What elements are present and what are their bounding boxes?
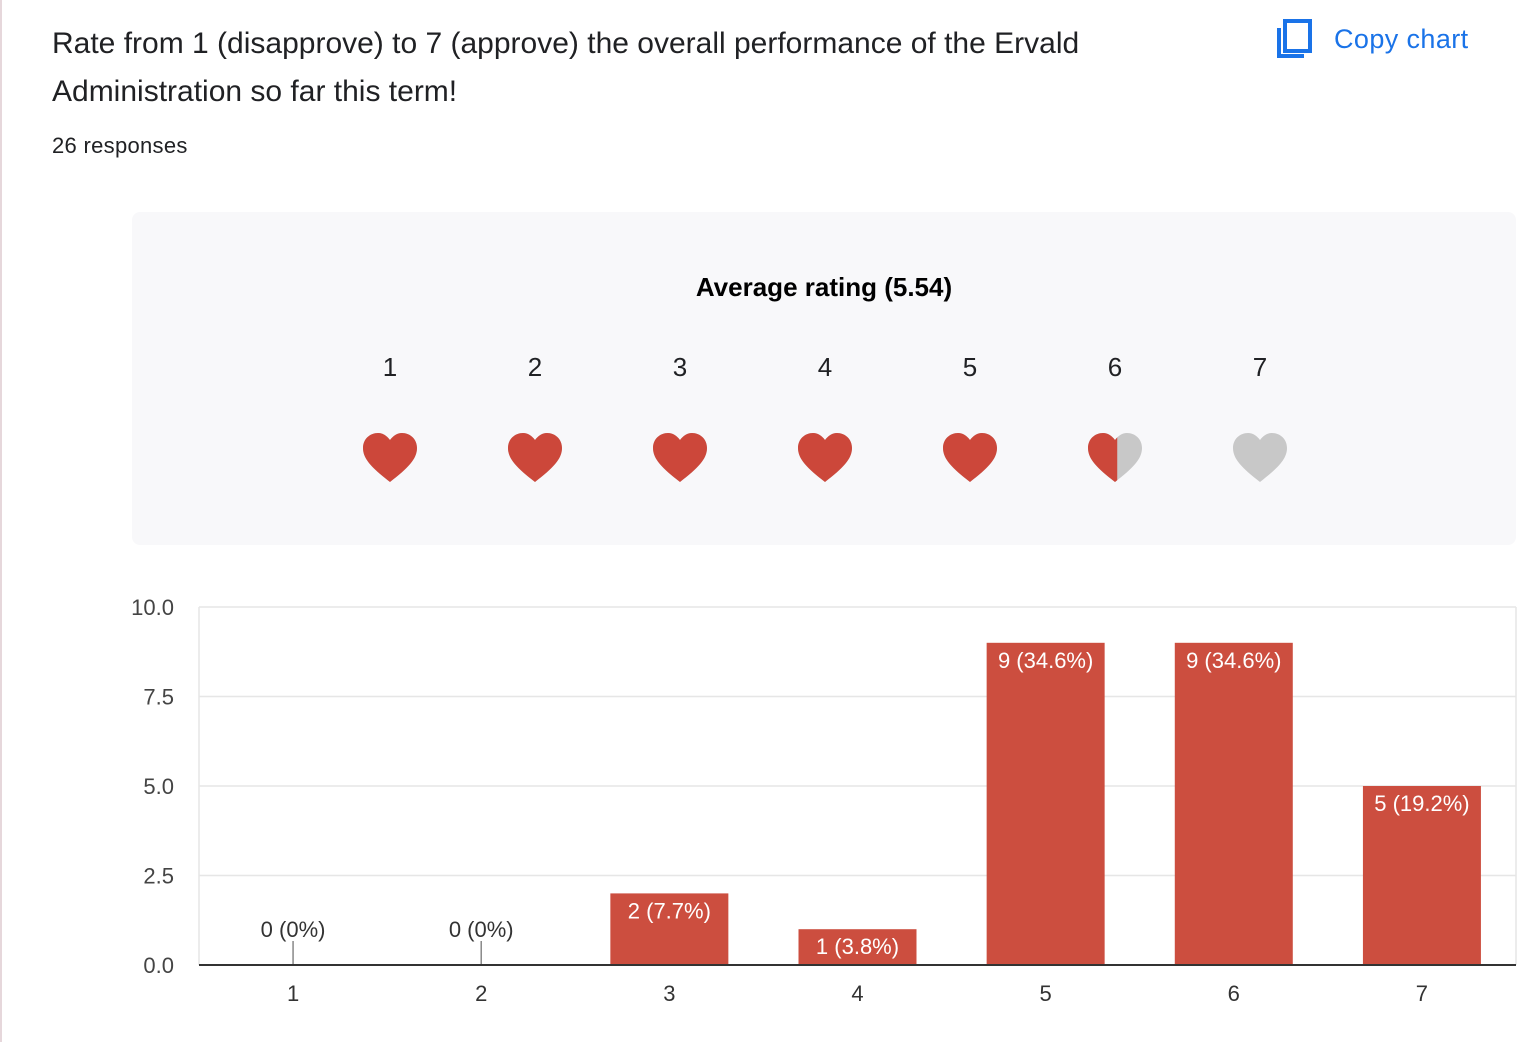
copy-icon [1277,19,1312,58]
data-label: 9 (34.6%) [998,648,1093,673]
y-tick-label: 2.5 [143,864,174,889]
heart-icon [363,433,417,482]
x-tick-label: 1 [287,981,299,1006]
rating-panel [132,212,1516,545]
heart-icon [653,433,707,482]
bar [1362,786,1481,965]
rating-label-6: 6 [1107,352,1123,382]
heart-icon [508,433,562,482]
x-tick-label: 3 [663,981,675,1006]
data-label: 0 (0%) [449,917,514,942]
bar-chart: 0.0 2.5 5.0 7.5 10.0 0 (0%) 1 0 (0%) 2 2 (7.7%) 3 1… [131,595,1517,1006]
average-rating-title: Average rating (5.54) [695,272,953,302]
y-tick-label: 5.0 [143,774,174,799]
y-tick-label: 10.0 [131,595,174,620]
x-tick-label: 7 [1416,981,1428,1006]
data-label: 5 (19.2%) [1374,791,1469,816]
copy-chart-button[interactable]: Copy chart [1274,18,1469,60]
heart-icon [1088,433,1142,482]
question-title: Rate from 1 (disapprove) to 7 (approve) … [52,27,1080,108]
data-label: 9 (34.6%) [1186,648,1281,673]
bar [986,642,1105,965]
bar [610,893,729,965]
x-tick-label: 2 [475,981,487,1006]
y-tick-label: 0.0 [143,953,174,978]
rating-label-3: 3 [672,352,688,382]
heart-icon [798,433,852,482]
rating-label-2: 2 [527,352,543,382]
x-tick-label: 5 [1040,981,1052,1006]
rating-label-5: 5 [962,352,978,382]
heart-icon [1233,433,1287,482]
bar [1174,642,1293,965]
data-label: 0 (0%) [261,917,326,942]
response-count: 26 responses [52,133,188,158]
rating-label-1: 1 [382,352,398,382]
y-tick-label: 7.5 [143,685,174,710]
copy-chart-label: Copy chart [1334,23,1469,54]
x-tick-label: 4 [851,981,863,1006]
heart-icon [943,433,997,482]
data-label: 2 (7.7%) [628,898,711,923]
bar [798,929,917,965]
rating-label-7: 7 [1252,352,1268,382]
x-tick-label: 6 [1228,981,1240,1006]
data-label: 1 (3.8%) [816,934,899,959]
rating-label-4: 4 [817,352,833,382]
